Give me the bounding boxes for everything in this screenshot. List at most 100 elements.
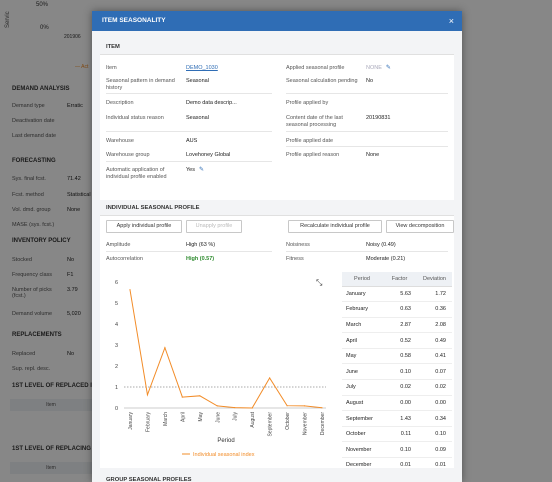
period-cell: June <box>342 363 382 381</box>
field-value: None <box>366 152 380 158</box>
data-point <box>216 405 218 407</box>
x-tick-label: February <box>145 412 151 433</box>
bg-row-last-demand-date: Last demand date <box>12 133 90 139</box>
field-value: Seasonal <box>186 78 209 84</box>
bg-row-demand-type: Demand type Erratic <box>12 103 90 109</box>
x-tick-label: January <box>128 412 134 430</box>
series-line <box>129 289 323 409</box>
deviation-cell: 0.34 <box>417 410 452 427</box>
bg-label: Replaced <box>12 351 36 357</box>
period-cell: January <box>342 286 382 303</box>
factor-table-header: Period Factor Deviation <box>342 272 452 287</box>
deviation-cell: 2.08 <box>417 317 452 334</box>
bg-row-deactivation-date: Deactivation date <box>12 118 90 124</box>
col-header-period[interactable]: Period <box>342 272 382 287</box>
bg-value: Erratic <box>67 103 83 109</box>
y-tick-label: 3 <box>115 343 118 349</box>
bg-section-inventory-policy: INVENTORY POLICY <box>12 238 71 244</box>
bg-value: No <box>67 351 75 357</box>
table-row: November 0.10 0.09 <box>342 441 452 459</box>
stat-label: Noisiness <box>286 242 310 248</box>
bg-label: Stocked <box>12 257 32 263</box>
data-point <box>269 377 271 379</box>
x-tick-label: May <box>198 412 204 422</box>
item-link[interactable]: DEMO_1030 <box>186 65 218 71</box>
x-tick-label: October <box>285 412 291 430</box>
col-header-deviation[interactable]: Deviation <box>417 272 452 287</box>
table-row: March 2.87 2.08 <box>342 317 452 334</box>
bg-value: F1 <box>67 272 74 278</box>
col-header-factor[interactable]: Factor <box>382 272 417 287</box>
item-seasonality-modal: ITEM SEASONALITY × ITEM Item DEMO_1030 S… <box>92 11 462 482</box>
y-tick-label: 2 <box>115 364 118 370</box>
deviation-cell: 0.07 <box>417 363 452 381</box>
bg-table-header-item-2: Item <box>10 462 92 474</box>
divider <box>286 146 448 147</box>
individual-profile-section: INDIVIDUAL SEASONAL PROFILE Apply indivi… <box>100 200 454 474</box>
bg-row-stocked: Stocked No <box>12 257 90 263</box>
item-section: ITEM Item DEMO_1030 Seasonal pattern in … <box>100 39 454 207</box>
bg-row-sys-final-fcst: Sys. final fcst. 71.42 <box>12 176 90 182</box>
bg-label: Number of picks (fcst.) <box>12 287 52 299</box>
field-label: Profile applied date <box>286 138 334 144</box>
unapply-profile-button[interactable]: Unapply profile <box>186 220 242 233</box>
apply-profile-button[interactable]: Apply individual profile <box>106 220 182 233</box>
modal-header: ITEM SEASONALITY × <box>92 11 462 31</box>
period-cell: March <box>342 317 382 334</box>
expand-chart-icon[interactable]: ⤡ <box>316 278 323 287</box>
data-point <box>129 289 131 291</box>
factor-cell: 1.43 <box>382 410 417 427</box>
deviation-cell: 0.00 <box>417 395 452 412</box>
factor-cell: 0.11 <box>382 426 417 443</box>
view-decomposition-button[interactable]: View decomposition <box>386 220 454 233</box>
bg-chart-legend: — Act <box>75 64 89 70</box>
x-tick-label: November <box>303 412 309 435</box>
field-value: 20190831 <box>366 115 391 121</box>
modal-body[interactable]: ITEM Item DEMO_1030 Seasonal pattern in … <box>92 31 462 482</box>
bg-row-replaced: Replaced No <box>12 351 90 357</box>
period-cell: May <box>342 348 382 365</box>
field-value: Yes <box>186 167 195 173</box>
seasonal-index-chart: 0 1 2 3 4 5 6 January February March April May June J… <box>100 272 334 468</box>
field-label: Seasonal pattern in demand history <box>106 78 175 91</box>
bg-value: No <box>67 257 75 263</box>
factor-cell: 0.02 <box>382 379 417 396</box>
bg-section-forecasting: FORECASTING <box>12 158 56 164</box>
period-cell: August <box>342 395 382 412</box>
field-value: No <box>366 78 374 84</box>
bg-label: Vol. dmd. group <box>12 207 51 213</box>
chart-svg: 0 1 2 3 4 5 6 January February March April May June J… <box>115 280 326 458</box>
field-label: Content date of the last seasonal proces… <box>286 115 343 128</box>
close-icon[interactable]: × <box>448 16 454 26</box>
x-tick-label: April <box>180 412 186 422</box>
table-row: May 0.58 0.41 <box>342 348 452 365</box>
bg-row-fcst-method: Fcst. method Statistical <box>12 192 91 198</box>
factor-cell: 0.63 <box>382 301 417 318</box>
recalculate-profile-button[interactable]: Recalculate individual profile <box>288 220 382 233</box>
stat-value: High (0.57) <box>186 256 215 262</box>
edit-pencil-icon[interactable]: ✎ <box>385 65 391 71</box>
factor-cell: 0.58 <box>382 348 417 365</box>
bg-label: Sup. repl. desc. <box>12 366 51 372</box>
period-cell: December <box>342 457 382 474</box>
edit-pencil-icon[interactable]: ✎ <box>198 167 205 173</box>
data-point <box>303 405 306 407</box>
x-tick-label: August <box>250 411 256 427</box>
factor-table: Period Factor Deviation January 5.63 1.72 F… <box>342 272 452 474</box>
stat-label: Autocorrelation <box>106 256 143 262</box>
bg-row-mase: MASE (sys. fcst.) <box>12 222 90 228</box>
bg-chart-tick-0: 0% <box>40 25 49 31</box>
table-row: October 0.11 0.10 <box>342 426 452 443</box>
x-tick-label: September <box>268 412 274 437</box>
period-cell: September <box>342 410 382 427</box>
data-point <box>199 395 201 397</box>
y-tick-label: 6 <box>115 280 118 286</box>
item-section-title: ITEM <box>100 39 454 55</box>
field-value: Lovehoney Global <box>186 152 231 158</box>
divider <box>106 93 272 94</box>
factor-cell: 0.52 <box>382 332 417 349</box>
modal-title: ITEM SEASONALITY <box>102 17 166 24</box>
bg-section-first-replacing: 1ST LEVEL OF REPLACING ITE <box>12 446 102 452</box>
bg-row-sup-repl-desc: Sup. repl. desc. <box>12 366 90 372</box>
field-value: NONE <box>366 65 382 71</box>
